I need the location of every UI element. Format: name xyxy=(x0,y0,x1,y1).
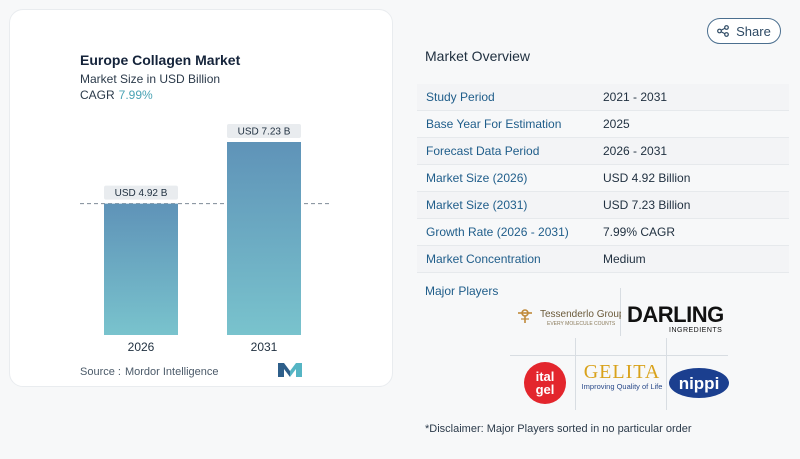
cagr-label: CAGR xyxy=(80,88,115,102)
row-value: 2021 - 2031 xyxy=(603,90,668,104)
table-row: Market Size (2031) USD 7.23 Billion xyxy=(417,192,789,219)
logo-divider xyxy=(620,288,621,336)
table-row: Forecast Data Period 2026 - 2031 xyxy=(417,138,789,165)
gelita-tagline: Improving Quality of Life xyxy=(582,382,663,391)
bar-2026 xyxy=(104,203,178,335)
row-value: USD 4.92 Billion xyxy=(603,171,691,185)
gelita-logo: GELITA Improving Quality of Life xyxy=(582,361,663,391)
italgel-line2: gel xyxy=(536,382,555,397)
row-key: Market Size (2031) xyxy=(426,198,528,212)
nippi-name: nippi xyxy=(679,374,720,393)
tessenderlo-name: Tessenderlo Group xyxy=(540,309,621,320)
overview-table: Study Period 2021 - 2031 Base Year For Es… xyxy=(417,84,789,273)
disclaimer-note: *Disclaimer: Major Players sorted in no … xyxy=(425,423,692,435)
mordor-intelligence-logo xyxy=(278,363,302,377)
italgel-badge-icon xyxy=(524,362,566,404)
row-key: Market Concentration xyxy=(426,252,541,266)
row-key: Forecast Data Period xyxy=(426,144,540,158)
tessenderlo-logo: Tessenderlo Group EVERY MOLECULE COUNTS xyxy=(518,309,621,327)
table-row: Market Size (2026) USD 4.92 Billion xyxy=(417,165,789,192)
chart-subtitle: Market Size in USD Billion xyxy=(80,72,221,86)
data-label: USD 7.23 B xyxy=(238,127,291,138)
source-value: Mordor Intelligence xyxy=(124,366,219,378)
x-tick-label: 2026 xyxy=(128,340,155,354)
nippi-logo: nippi xyxy=(669,368,729,398)
share-icon xyxy=(717,25,730,37)
chart-card xyxy=(9,9,393,387)
row-value: 7.99% CAGR xyxy=(603,225,676,239)
table-row: Base Year For Estimation 2025 xyxy=(417,111,789,138)
row-key: Study Period xyxy=(426,90,495,104)
gelita-name: GELITA xyxy=(584,361,661,383)
row-key: Market Size (2026) xyxy=(426,171,528,185)
market-overview-title: Market Overview xyxy=(425,48,531,64)
nippi-badge-icon xyxy=(669,368,729,398)
tessenderlo-tagline: EVERY MOLECULE COUNTS xyxy=(547,321,616,327)
share-button[interactable]: Share xyxy=(707,18,781,44)
cagr-value: 7.99% xyxy=(118,88,153,102)
row-key: Base Year For Estimation xyxy=(426,117,562,131)
row-value: Medium xyxy=(603,252,646,266)
data-label-box xyxy=(104,185,178,200)
bar-chart: USD 4.92 B 2026 USD 7.23 B 2031 xyxy=(80,124,330,354)
tessenderlo-mark-icon xyxy=(518,309,532,323)
data-label: USD 4.92 B xyxy=(115,188,168,199)
row-value: USD 7.23 Billion xyxy=(603,198,691,212)
table-row: Market Concentration Medium xyxy=(417,246,789,273)
table-row: Study Period 2021 - 2031 xyxy=(417,84,789,111)
x-tick-label: 2031 xyxy=(251,340,278,354)
logo-divider xyxy=(510,355,728,356)
row-value: 2025 xyxy=(603,117,630,131)
italgel-logo: ital gel xyxy=(524,362,566,404)
darling-tagline: INGREDIENTS xyxy=(669,327,722,334)
source-label: Source : xyxy=(80,366,121,378)
row-key: Growth Rate (2026 - 2031) xyxy=(426,225,569,239)
major-players-title: Major Players xyxy=(425,284,499,298)
darling-logo: DARLING INGREDIENTS xyxy=(627,302,724,334)
chart-cagr: CAGR 7.99% xyxy=(80,88,153,102)
share-label: Share xyxy=(736,23,771,39)
source-note: Source : Mordor Intelligence xyxy=(80,366,219,378)
data-label-box xyxy=(227,124,301,138)
logo-divider xyxy=(575,338,576,410)
chart-title: Europe Collagen Market xyxy=(80,52,241,68)
darling-name: DARLING xyxy=(627,302,724,327)
italgel-line1: ital xyxy=(536,369,555,384)
logo-divider xyxy=(666,338,667,410)
bar-2031 xyxy=(227,142,301,335)
row-value: 2026 - 2031 xyxy=(603,144,668,158)
table-row: Growth Rate (2026 - 2031) 7.99% CAGR xyxy=(417,219,789,246)
